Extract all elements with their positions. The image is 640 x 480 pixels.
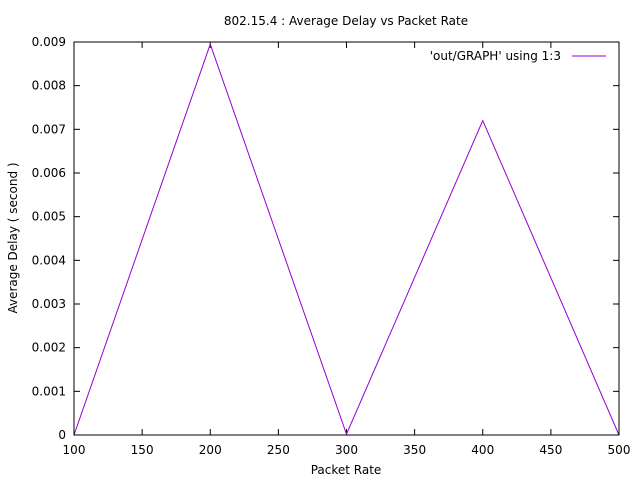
x-tick-label: 450 bbox=[539, 443, 562, 457]
x-tick-label: 500 bbox=[608, 443, 631, 457]
series-line-0 bbox=[73, 42, 620, 436]
y-tick-label: 0.003 bbox=[32, 297, 66, 311]
x-tick-label: 400 bbox=[471, 443, 494, 457]
y-axis-ticks: 0 0.001 0.002 0.003 0.004 0.005 0.006 0.007 0.00… bbox=[32, 35, 619, 442]
y-axis-label: Average Delay ( second ) bbox=[6, 162, 20, 313]
y-tick-label: 0 bbox=[58, 428, 66, 442]
x-tick-label: 150 bbox=[131, 443, 154, 457]
y-tick-label: 0.008 bbox=[32, 79, 66, 93]
series-layer bbox=[73, 42, 620, 436]
x-tick-label: 300 bbox=[335, 443, 358, 457]
y-tick-label: 0.006 bbox=[32, 166, 66, 180]
chart-title: 802.15.4 : Average Delay vs Packet Rate bbox=[224, 14, 468, 28]
y-tick-label: 0.009 bbox=[32, 35, 66, 49]
x-axis-label: Packet Rate bbox=[311, 463, 382, 477]
x-axis-ticks: 100 150 200 250 300 350 400 450 500 bbox=[63, 42, 631, 457]
y-tick-label: 0.004 bbox=[32, 253, 66, 267]
y-tick-label: 0.001 bbox=[32, 384, 66, 398]
x-tick-label: 200 bbox=[199, 443, 222, 457]
y-tick-label: 0.005 bbox=[32, 210, 66, 224]
plot-frame bbox=[73, 41, 620, 436]
legend: 'out/GRAPH' using 1:3 bbox=[430, 49, 606, 63]
x-tick-label: 350 bbox=[403, 443, 426, 457]
legend-label: 'out/GRAPH' using 1:3 bbox=[430, 49, 561, 63]
x-tick-label: 250 bbox=[267, 443, 290, 457]
y-tick-label: 0.007 bbox=[32, 122, 66, 136]
x-tick-label: 100 bbox=[63, 443, 86, 457]
y-tick-label: 0.002 bbox=[32, 341, 66, 355]
